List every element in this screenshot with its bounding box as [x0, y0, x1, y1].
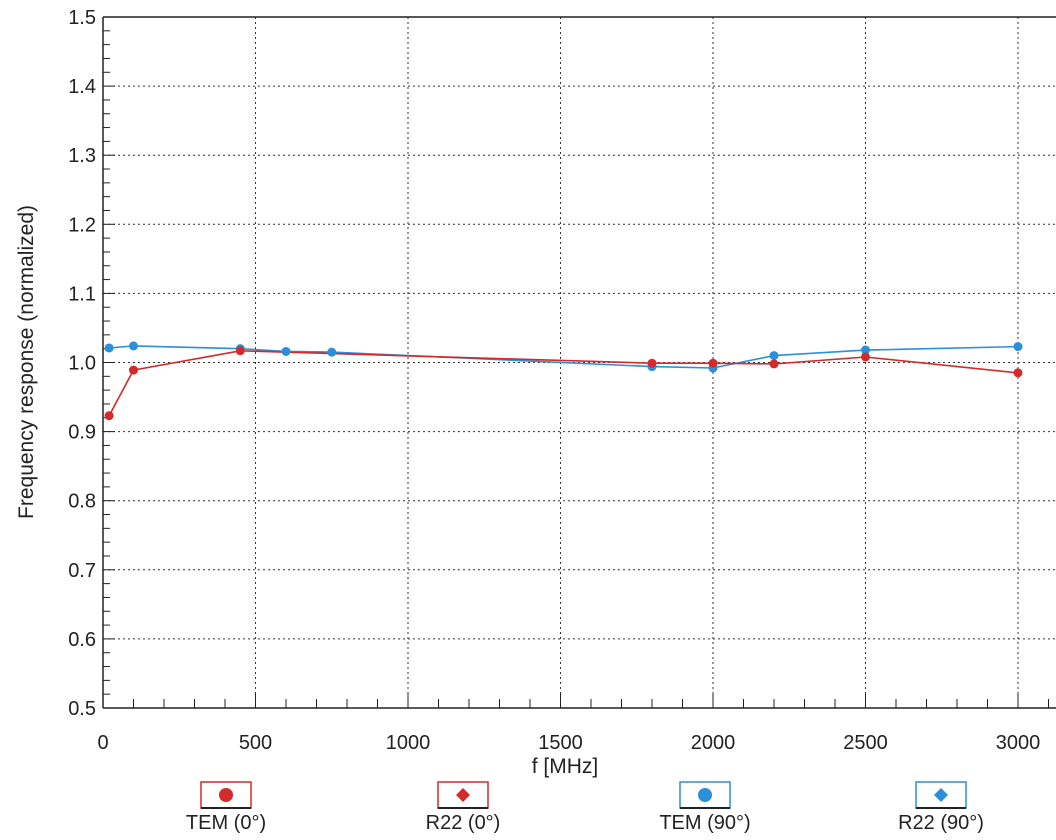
- y-tick-label: 1.2: [68, 214, 96, 236]
- x-tick-label: 3000: [996, 732, 1041, 754]
- data-point: [327, 347, 337, 357]
- series-markers: [104, 341, 1023, 421]
- data-point: [769, 359, 779, 369]
- data-point: [1013, 368, 1023, 378]
- y-axis-title: Frequency response (normalized): [15, 205, 38, 519]
- series-lines: [108, 345, 1019, 417]
- y-tick-label: 1.1: [68, 283, 96, 305]
- y-tick-label: 1.0: [68, 353, 96, 375]
- y-tick-label: 1.5: [68, 7, 96, 29]
- legend-label: R22 (90°): [898, 812, 984, 834]
- data-point: [861, 345, 870, 355]
- legend-item: TEM (0°): [186, 781, 266, 834]
- x-tick-label: 1500: [538, 732, 583, 754]
- data-point: [647, 358, 657, 368]
- data-point: [129, 341, 138, 351]
- legend-label: R22 (0°): [426, 812, 501, 834]
- y-tick-label: 1.4: [68, 76, 96, 98]
- x-tick-labels: 0 500 1000 1500 2000 2500 3000: [97, 732, 1040, 754]
- data-point: [104, 343, 114, 353]
- data-point: [861, 352, 870, 362]
- legend-item: R22 (0°): [426, 781, 501, 834]
- legend-label: TEM (0°): [186, 812, 266, 834]
- legend-label: TEM (90°): [659, 812, 750, 834]
- x-axis-title: f [MHz]: [532, 755, 599, 778]
- x-tick-label: 500: [239, 732, 272, 754]
- legend-diamond-icon: [934, 788, 948, 802]
- y-tick-label: 0.7: [68, 560, 96, 582]
- y-tick-label: 0.5: [68, 698, 96, 720]
- axes: [102, 16, 1056, 709]
- data-point: [235, 346, 245, 356]
- y-tick-labels: 0.5 0.6 0.7 0.8 0.9 1.0 1.1 1.2 1.3 1.4 1.5: [68, 7, 96, 720]
- data-point: [769, 351, 779, 361]
- series-line: [108, 349, 1019, 417]
- data-point: [129, 365, 138, 375]
- x-tick-label: 1000: [386, 732, 431, 754]
- x-tick-label: 2000: [691, 732, 736, 754]
- x-tick-label: 0: [97, 732, 108, 754]
- y-tick-label: 0.8: [68, 491, 96, 513]
- data-point: [708, 358, 718, 368]
- x-tick-label: 2500: [843, 732, 888, 754]
- y-tick-label: 1.3: [68, 145, 96, 167]
- data-point: [281, 346, 291, 356]
- data-point: [104, 411, 114, 421]
- data-point: [1013, 342, 1023, 352]
- legend-circle-icon: [698, 788, 712, 802]
- legend: TEM (0°) R22 (0°) TEM (90°) R22 (90°): [186, 781, 984, 834]
- legend-item: R22 (90°): [898, 781, 984, 834]
- y-tick-label: 0.6: [68, 629, 96, 651]
- legend-diamond-icon: [456, 788, 470, 802]
- legend-item: TEM (90°): [659, 781, 751, 834]
- y-tick-label: 0.9: [68, 422, 96, 444]
- legend-circle-icon: [219, 788, 233, 802]
- series-line: [109, 345, 1019, 369]
